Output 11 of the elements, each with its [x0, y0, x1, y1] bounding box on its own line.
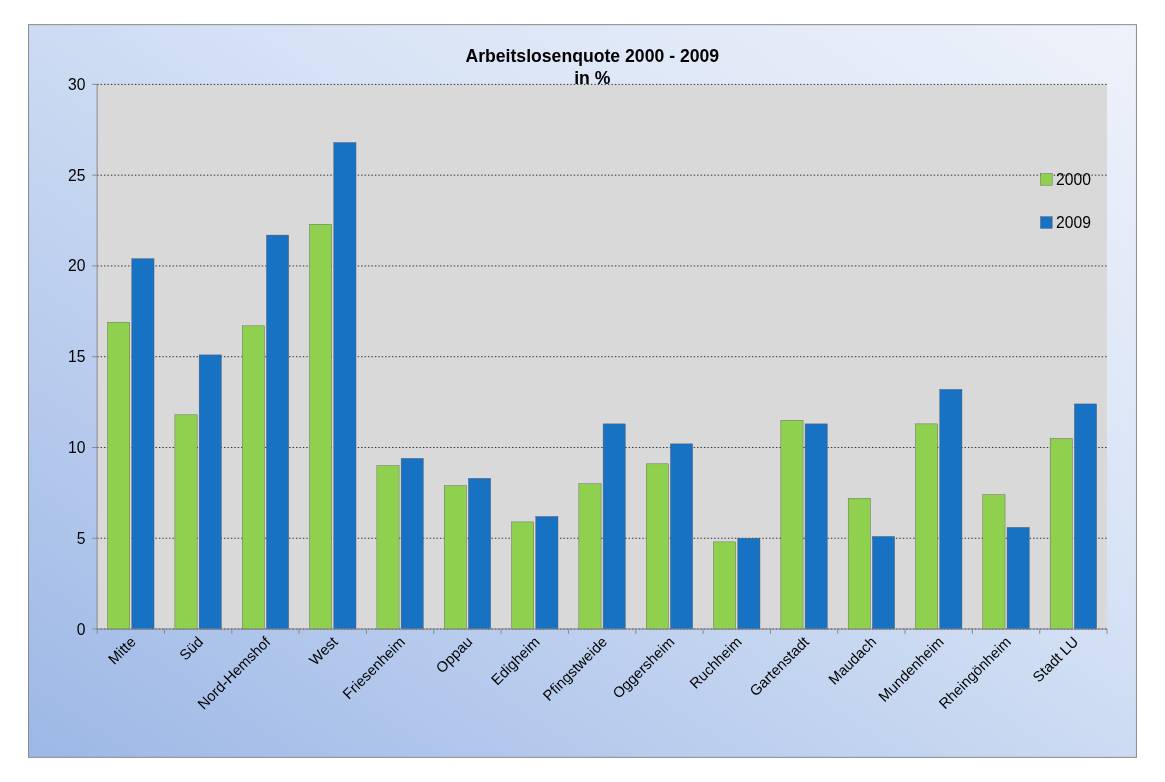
- y-tick-label: 0: [76, 620, 86, 638]
- legend-label: 2000: [1056, 170, 1092, 188]
- y-tick-label: 10: [67, 438, 86, 456]
- y-tick-label: 20: [67, 257, 86, 275]
- y-tick-label: 30: [67, 75, 86, 93]
- y-tick-label: 15: [67, 348, 86, 366]
- chart-subtitle: in %: [574, 68, 611, 89]
- chart-title: Arbeitslosenquote 2000 - 2009: [465, 45, 720, 66]
- legend-label: 2009: [1056, 214, 1091, 231]
- y-tick-label: 5: [76, 529, 86, 547]
- y-tick-label: 25: [67, 166, 86, 184]
